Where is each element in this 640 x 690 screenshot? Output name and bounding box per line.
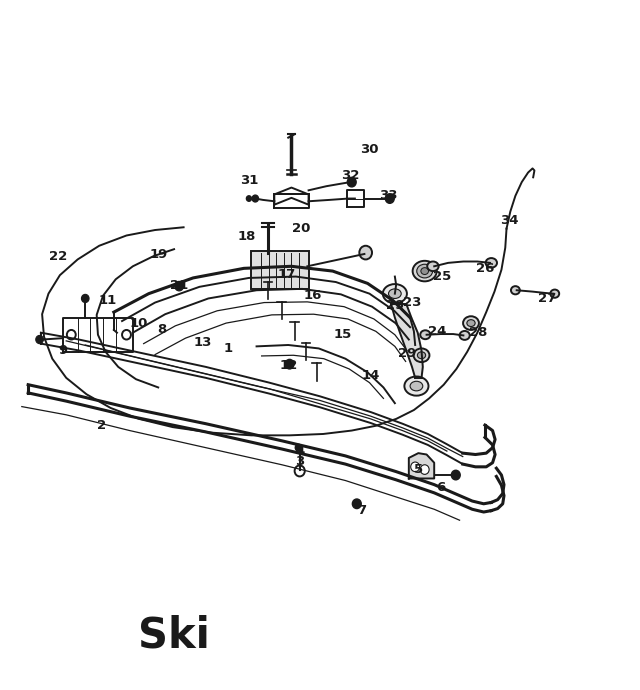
Text: 33: 33 (380, 189, 398, 202)
Circle shape (295, 444, 301, 451)
Circle shape (411, 462, 420, 472)
Text: 2: 2 (97, 420, 106, 432)
Circle shape (252, 195, 259, 202)
Circle shape (294, 466, 305, 476)
Text: 15: 15 (333, 328, 351, 342)
Text: 24: 24 (428, 325, 447, 338)
Polygon shape (409, 453, 434, 478)
Text: 8: 8 (157, 324, 166, 337)
Text: 21: 21 (170, 279, 188, 292)
Ellipse shape (383, 284, 407, 303)
Ellipse shape (550, 290, 559, 298)
Text: 16: 16 (303, 289, 321, 302)
Text: 3: 3 (295, 455, 305, 468)
Text: 32: 32 (341, 169, 360, 181)
Ellipse shape (388, 289, 401, 299)
FancyBboxPatch shape (252, 250, 309, 289)
Text: 23: 23 (403, 296, 421, 309)
Text: 28: 28 (469, 326, 488, 339)
Circle shape (385, 194, 394, 204)
Text: 26: 26 (476, 262, 494, 275)
Ellipse shape (467, 319, 475, 326)
Ellipse shape (421, 268, 429, 275)
Text: 34: 34 (500, 214, 518, 227)
Circle shape (359, 246, 372, 259)
Text: 7: 7 (356, 504, 366, 517)
Text: 11: 11 (99, 294, 116, 307)
Text: 31: 31 (240, 175, 258, 187)
Text: 13: 13 (193, 337, 212, 349)
Ellipse shape (486, 258, 497, 268)
Text: 5: 5 (414, 463, 423, 476)
Circle shape (451, 471, 460, 480)
Text: 20: 20 (292, 222, 310, 235)
Ellipse shape (511, 286, 520, 295)
Circle shape (353, 499, 361, 509)
Text: 12: 12 (279, 359, 298, 372)
Text: 17: 17 (278, 268, 296, 281)
Ellipse shape (413, 348, 429, 362)
Ellipse shape (417, 352, 426, 359)
Circle shape (348, 177, 356, 187)
Text: 27: 27 (538, 292, 556, 305)
Circle shape (420, 465, 429, 474)
Text: 1: 1 (223, 342, 232, 355)
Circle shape (285, 359, 294, 369)
Text: 9: 9 (58, 344, 68, 357)
Text: 19: 19 (149, 248, 167, 261)
Text: 14: 14 (362, 369, 380, 382)
Text: 30: 30 (360, 144, 379, 157)
Ellipse shape (404, 377, 429, 395)
Text: 22: 22 (49, 250, 68, 262)
Ellipse shape (460, 331, 470, 340)
Text: 18: 18 (238, 230, 256, 244)
Text: 29: 29 (399, 346, 417, 359)
Ellipse shape (417, 264, 433, 278)
Circle shape (81, 295, 89, 302)
Circle shape (36, 335, 44, 344)
Ellipse shape (428, 262, 438, 271)
Circle shape (175, 282, 184, 291)
Text: 10: 10 (130, 317, 148, 330)
Text: 29: 29 (386, 299, 404, 312)
Text: Ski: Ski (138, 614, 210, 656)
Ellipse shape (463, 316, 479, 330)
Circle shape (246, 196, 252, 201)
Text: 25: 25 (433, 270, 451, 283)
Text: 6: 6 (436, 481, 445, 494)
Ellipse shape (420, 331, 430, 339)
Ellipse shape (413, 261, 436, 282)
Text: 4: 4 (295, 444, 305, 457)
Ellipse shape (410, 382, 423, 391)
